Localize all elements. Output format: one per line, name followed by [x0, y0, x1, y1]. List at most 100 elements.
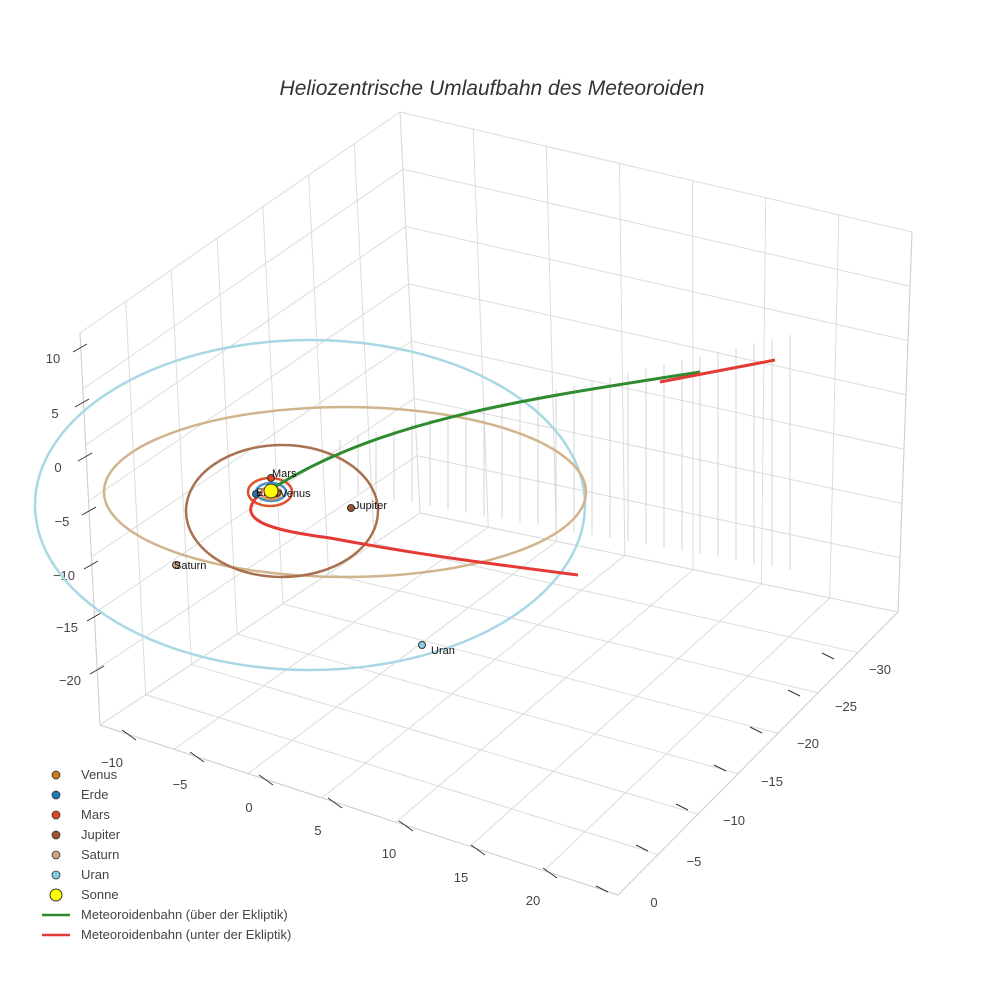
- y-tick-label: −30: [869, 662, 891, 677]
- z-tick-label: −15: [56, 620, 78, 635]
- body-label-saturn: Saturn: [174, 560, 206, 572]
- body-erde: [252, 490, 260, 498]
- grid-line: [469, 583, 762, 847]
- x-tick-label: 20: [526, 893, 540, 908]
- grid-line: [145, 694, 659, 856]
- x-tick-mark: [470, 844, 486, 856]
- legend-label: Meteoroidenbahn (über der Ekliptik): [81, 907, 288, 922]
- z-tick-mark: [89, 665, 105, 675]
- body-mars: [267, 474, 275, 482]
- body-jupiter: [347, 504, 355, 512]
- y-tick-mark: [595, 885, 609, 893]
- grid-line: [419, 512, 899, 613]
- x-tick-label: 10: [382, 846, 396, 861]
- legend-label: Meteoroidenbahn (unter der Ekliptik): [81, 927, 291, 942]
- legend-swatch: [51, 850, 61, 860]
- grid-line: [374, 542, 859, 653]
- grid-line: [99, 512, 421, 726]
- legend-label: Erde: [81, 787, 108, 802]
- y-tick-mark: [713, 764, 727, 772]
- grid-line: [829, 214, 840, 598]
- legend-label: Saturn: [81, 847, 119, 862]
- x-tick-label: −10: [101, 755, 123, 770]
- x-tick-mark: [327, 797, 343, 809]
- meteoroid-trajectory: [249, 358, 776, 577]
- grid-line: [88, 283, 409, 502]
- grid-line: [82, 168, 404, 390]
- z-tick-label: −20: [59, 673, 81, 688]
- body-label-jupiter: Jupiter: [354, 500, 387, 512]
- z-tick-label: 10: [46, 351, 60, 366]
- y-tick-mark: [635, 844, 649, 852]
- legend: Venus Erde Mars Jupiter Saturn Uran Sonne Meteo…: [42, 767, 291, 942]
- legend-label: Mars: [81, 807, 110, 822]
- grid-line: [191, 663, 699, 815]
- grid-line: [405, 226, 909, 342]
- planet-orbits: [33, 338, 588, 672]
- y-tick-label: 0: [650, 895, 657, 910]
- trajectory-below-ecliptic: [249, 490, 579, 577]
- chart-title: Heliozentrische Umlaufbahn des Meteoroid…: [280, 77, 705, 100]
- orbit-jupiter: [184, 443, 380, 579]
- body-label-mars: Mars: [272, 468, 297, 480]
- x-tick-mark: [121, 729, 137, 741]
- grid-line: [618, 163, 626, 556]
- grid: [79, 111, 913, 896]
- legend-swatch: [49, 888, 63, 902]
- y-tick-mark: [787, 689, 801, 697]
- y-tick-label: −15: [761, 774, 783, 789]
- grid-line: [395, 569, 694, 823]
- y-tick-label: −5: [687, 854, 702, 869]
- body-uran: [418, 641, 426, 649]
- grid-line: [79, 111, 401, 334]
- grid-line: [399, 111, 913, 233]
- orbit-saturn: [102, 405, 588, 579]
- legend-swatch: [51, 830, 61, 840]
- trajectory-below-ecliptic: [659, 358, 776, 384]
- grid-line: [760, 197, 767, 584]
- trajectory-above-ecliptic: [269, 370, 701, 492]
- x-tick-label: 0: [245, 800, 252, 815]
- z-tick-mark: [72, 343, 88, 353]
- z-tick-mark: [83, 560, 99, 570]
- grid-line: [328, 573, 819, 694]
- legend-label: Uran: [81, 867, 109, 882]
- grid-line: [282, 603, 779, 734]
- x-tick-label: 5: [314, 823, 321, 838]
- grid-line: [262, 206, 284, 604]
- grid-line: [85, 226, 406, 446]
- body-sonne: [263, 483, 279, 499]
- z-tick-label: 0: [54, 460, 61, 475]
- x-tick-label: −5: [173, 777, 188, 792]
- y-tick-label: −25: [835, 699, 857, 714]
- x-tick-mark: [542, 867, 558, 879]
- grid-line: [321, 555, 626, 799]
- grid-line: [173, 526, 489, 750]
- box-edge: [79, 231, 913, 896]
- legend-swatch: [51, 870, 61, 880]
- grid-line: [216, 238, 238, 635]
- x-tick-mark: [258, 774, 274, 786]
- y-tick-mark: [675, 803, 689, 811]
- y-tick-label: −20: [797, 736, 819, 751]
- grid-line: [170, 269, 192, 665]
- legend-label: Jupiter: [81, 827, 121, 842]
- z-tick-mark: [86, 612, 102, 622]
- legend-swatch: [51, 790, 61, 800]
- body-label-venus: Venus: [280, 488, 311, 500]
- grid-line: [96, 455, 418, 670]
- body-label-uran: Uran: [431, 645, 455, 657]
- legend-label: Venus: [81, 767, 118, 782]
- grid-line: [308, 175, 330, 574]
- z-tick-label: 5: [51, 406, 58, 421]
- grid-line: [125, 301, 147, 695]
- z-tick-label: −5: [55, 514, 70, 529]
- x-tick-label: 15: [454, 870, 468, 885]
- grid-line: [237, 633, 739, 775]
- grid-line: [543, 597, 831, 872]
- grid-line: [411, 340, 905, 450]
- y-tick-mark: [749, 726, 763, 734]
- grid-line: [408, 283, 907, 396]
- drop-lines: [339, 335, 791, 570]
